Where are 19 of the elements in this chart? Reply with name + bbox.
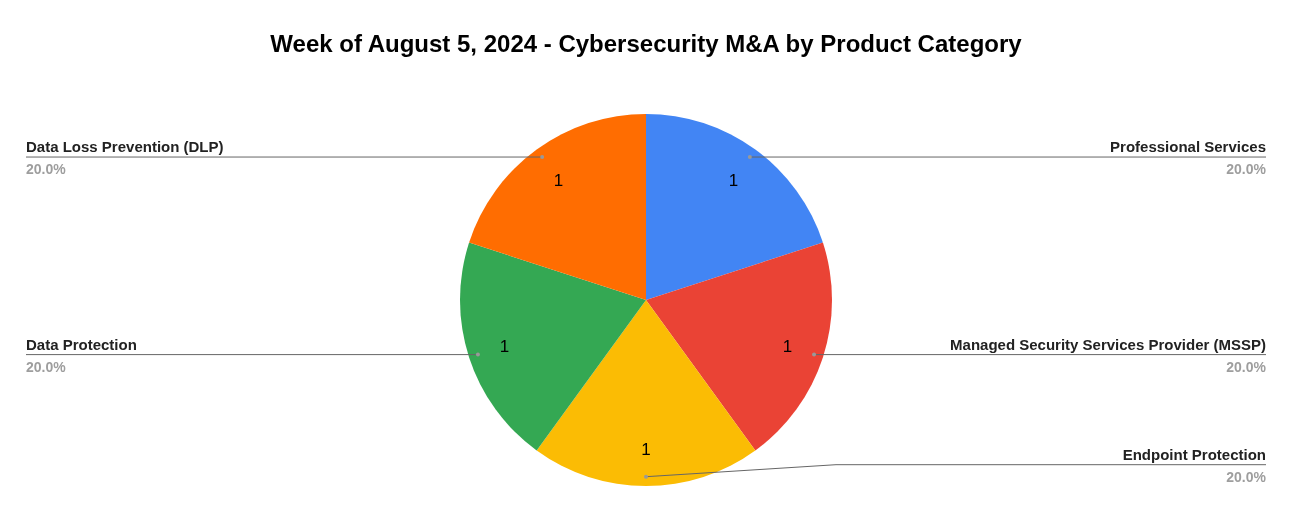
pie-slice bbox=[646, 114, 823, 300]
data-label: 20.0% bbox=[1226, 358, 1267, 375]
text: 1 bbox=[641, 439, 651, 459]
pie-slice bbox=[469, 114, 646, 300]
data-label: 20.0% bbox=[26, 358, 67, 375]
pie-slice bbox=[536, 300, 756, 486]
slice-label: Managed Security Services Provider (MSSP) bbox=[950, 335, 1266, 353]
data-label: 20.0% bbox=[1226, 161, 1267, 178]
slice-label: Data Protection bbox=[26, 335, 137, 353]
slice-label: Data Loss Prevention (DLP) bbox=[26, 138, 224, 156]
data-label: 20.0% bbox=[1226, 468, 1267, 485]
text: 1 bbox=[553, 170, 564, 190]
data-label: 20.0% bbox=[26, 161, 67, 178]
chart-title: Week of August 5, 2024 - Cybersecurity M&A by Product Category bbox=[270, 30, 1023, 57]
text: 1 bbox=[782, 336, 793, 356]
slice-label: Professional Services bbox=[1110, 138, 1266, 156]
slice-label: Endpoint Protection bbox=[1122, 445, 1266, 463]
text: 1 bbox=[499, 336, 510, 356]
text: 1 bbox=[728, 170, 739, 190]
